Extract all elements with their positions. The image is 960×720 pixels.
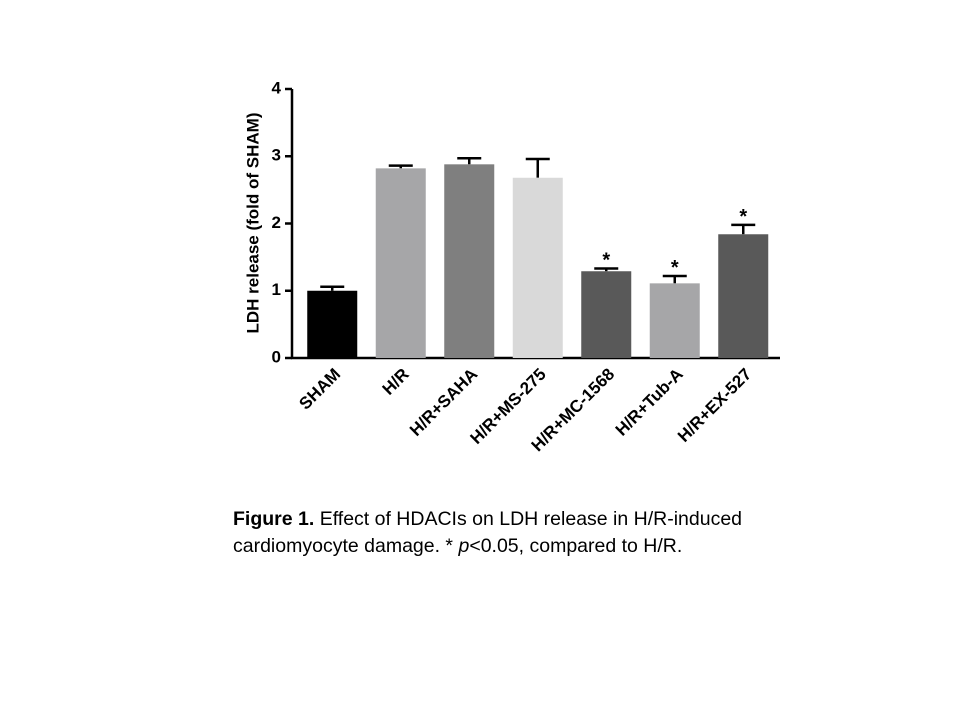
y-tick-label: 3 [272, 146, 281, 165]
bar [307, 290, 358, 358]
significance-marker: * [739, 206, 747, 228]
x-tick-label: SHAM [295, 365, 344, 414]
caption-label: Figure 1. [233, 508, 315, 530]
caption-text: Effect of HDACIs on LDH release in H/R-i… [233, 508, 743, 557]
caption-italic: p [458, 535, 470, 557]
bar [649, 283, 700, 358]
bar [581, 271, 632, 358]
y-tick-label: 1 [272, 280, 281, 299]
y-axis-label: LDH release (fold of SHAM) [243, 112, 262, 333]
y-tick-label: 0 [272, 347, 281, 366]
caption: Figure 1. Effect of HDACIs on LDH releas… [233, 506, 808, 560]
y-tick-label: 4 [272, 78, 282, 97]
significance-marker: * [602, 250, 610, 272]
y-tick-label: 2 [272, 213, 281, 232]
x-tick-label: H/R+EX-527 [674, 365, 755, 446]
x-tick-label: H/R+SAHA [406, 365, 481, 440]
x-tick-label: H/R [379, 365, 413, 399]
bar [444, 164, 495, 358]
x-tick-label: H/R+Tub-A [612, 365, 687, 440]
bar [718, 234, 769, 358]
caption-text-end: <0.05, compared to H/R. [469, 535, 683, 557]
significance-marker: * [671, 257, 679, 279]
bar [375, 168, 426, 358]
bar [512, 177, 563, 358]
